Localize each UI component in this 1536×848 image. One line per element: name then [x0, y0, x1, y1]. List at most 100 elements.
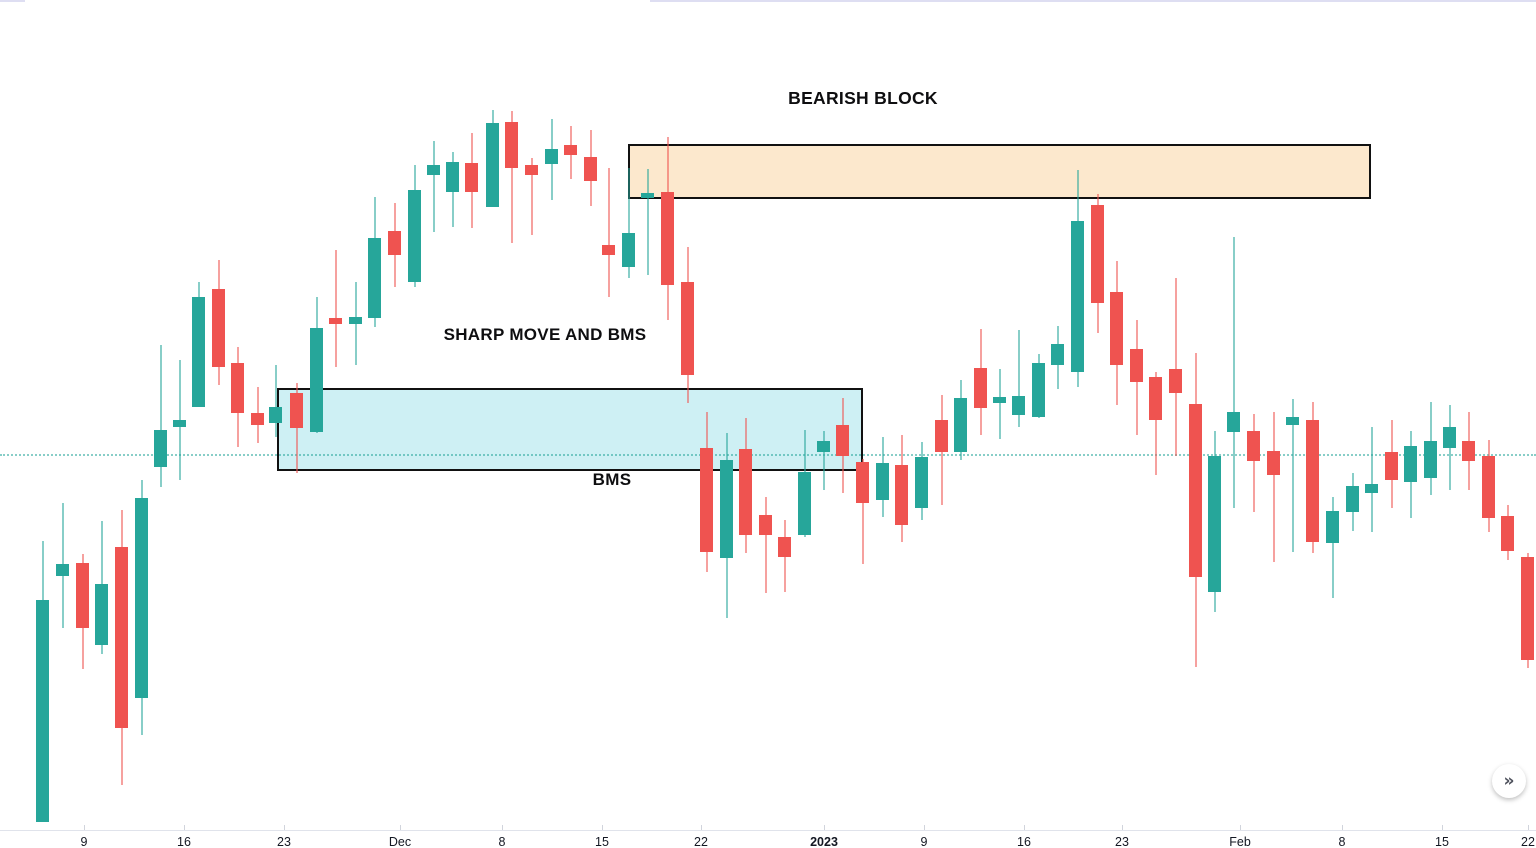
candle-body-down [1149, 377, 1162, 420]
time-axis-label: Dec [388, 835, 412, 848]
candle-wick [433, 141, 435, 232]
time-axis-tickmark [701, 825, 702, 830]
candle-wick [335, 250, 337, 367]
time-axis-label: 15 [1435, 835, 1449, 848]
candle-body-down [465, 163, 478, 192]
candle-body-up [310, 328, 323, 432]
candle-body-down [76, 563, 89, 628]
candle-body-down [778, 537, 791, 557]
candle-body-down [1110, 292, 1123, 365]
candle-body-down [505, 122, 518, 168]
time-axis-label: 8 [1338, 835, 1346, 848]
candle-body-down [759, 515, 772, 535]
candle-wick [1273, 412, 1275, 562]
candle-body-up [1012, 396, 1025, 415]
candle-body-up [1051, 344, 1064, 365]
time-axis-label: 9 [920, 835, 928, 848]
candle-body-down [231, 363, 244, 413]
candle-body-down [856, 462, 869, 503]
candle-body-down [212, 289, 225, 367]
candle-body-down [1385, 452, 1398, 480]
double-chevron-right-icon: » [1503, 770, 1515, 791]
candle-wick [1371, 427, 1373, 532]
candle-body-up [173, 420, 186, 427]
candle-body-up [1032, 363, 1045, 417]
time-axis-label: 16 [177, 835, 191, 848]
time-axis-label: 8 [498, 835, 506, 848]
time-axis-tickmark [284, 825, 285, 830]
bms-demand-zone[interactable] [277, 388, 863, 471]
candle-body-up [1227, 412, 1240, 432]
time-axis-label: 23 [1115, 835, 1129, 848]
bms-label[interactable]: BMS [592, 470, 632, 489]
time-axis[interactable]: 9 16 23 Dec 8 15 22 2023 9 16 23 Feb 8 15 22 [0, 825, 1536, 848]
candle-wick [765, 497, 767, 593]
candle-body-up [545, 149, 558, 164]
time-axis-tickmark [84, 825, 85, 830]
candle-body-down [329, 318, 342, 324]
candle-body-up [349, 317, 362, 324]
candle-wick [862, 459, 864, 564]
candle-body-down [895, 465, 908, 525]
candle-body-down [974, 368, 987, 408]
candle-wick [531, 158, 533, 235]
candle-body-down [836, 425, 849, 456]
candle-body-down [739, 449, 752, 535]
candle-body-up [269, 407, 282, 423]
candle-body-up [641, 193, 654, 198]
sharp-move-bms-label[interactable]: SHARP MOVE AND BMS [443, 325, 647, 344]
time-axis-label: Feb [1229, 835, 1251, 848]
bearish-block-zone[interactable] [628, 144, 1371, 199]
candle-wick [1292, 399, 1294, 552]
candle-body-up [1071, 221, 1084, 372]
candle-wick [608, 168, 610, 297]
candle-body-up [154, 430, 167, 467]
candle-body-up [817, 441, 830, 452]
candle-body-down [1267, 451, 1280, 475]
candle-wick [999, 369, 1001, 439]
candle-body-down [1247, 431, 1260, 461]
candle-body-down [602, 245, 615, 255]
time-axis-tickmark [400, 825, 401, 830]
time-axis-label: 2023 [810, 835, 838, 848]
time-axis-tickmark [502, 825, 503, 830]
time-axis-tickmark [1024, 825, 1025, 830]
candle-wick [1332, 497, 1334, 598]
candle-wick [628, 168, 630, 278]
candle-body-down [1501, 516, 1514, 551]
candle-body-down [681, 282, 694, 375]
bearish-block-label[interactable]: BEARISH BLOCK [788, 88, 938, 108]
candle-body-up [135, 498, 148, 698]
candle-body-down [935, 420, 948, 452]
candle-body-up [56, 564, 69, 576]
scroll-to-recent-button[interactable]: » [1492, 764, 1526, 798]
candle-body-up [486, 123, 499, 207]
candle-body-up [1346, 486, 1359, 512]
candle-body-up [368, 238, 381, 318]
time-axis-label: 15 [595, 835, 609, 848]
candle-body-up [36, 600, 49, 822]
candle-body-down [661, 192, 674, 285]
price-dotted-line [0, 454, 1536, 456]
pane-top-border-left [0, 0, 25, 2]
candle-body-up [1208, 456, 1221, 592]
candle-body-up [1404, 446, 1417, 482]
time-axis-label: 9 [80, 835, 88, 848]
candle-body-down [1306, 420, 1319, 542]
candle-body-down [1169, 369, 1182, 393]
candle-wick [160, 345, 162, 487]
candle-body-up [1365, 484, 1378, 493]
candle-wick [1233, 237, 1235, 508]
candle-wick [1253, 414, 1255, 512]
candle-body-up [1286, 417, 1299, 425]
candle-body-up [915, 457, 928, 508]
time-axis-label: 22 [1521, 835, 1535, 848]
candle-body-up [446, 162, 459, 192]
candle-wick [275, 365, 277, 437]
candle-body-down [1482, 456, 1495, 518]
candle-body-down [115, 547, 128, 728]
candle-wick [823, 431, 825, 490]
time-axis-tickmark [602, 825, 603, 830]
